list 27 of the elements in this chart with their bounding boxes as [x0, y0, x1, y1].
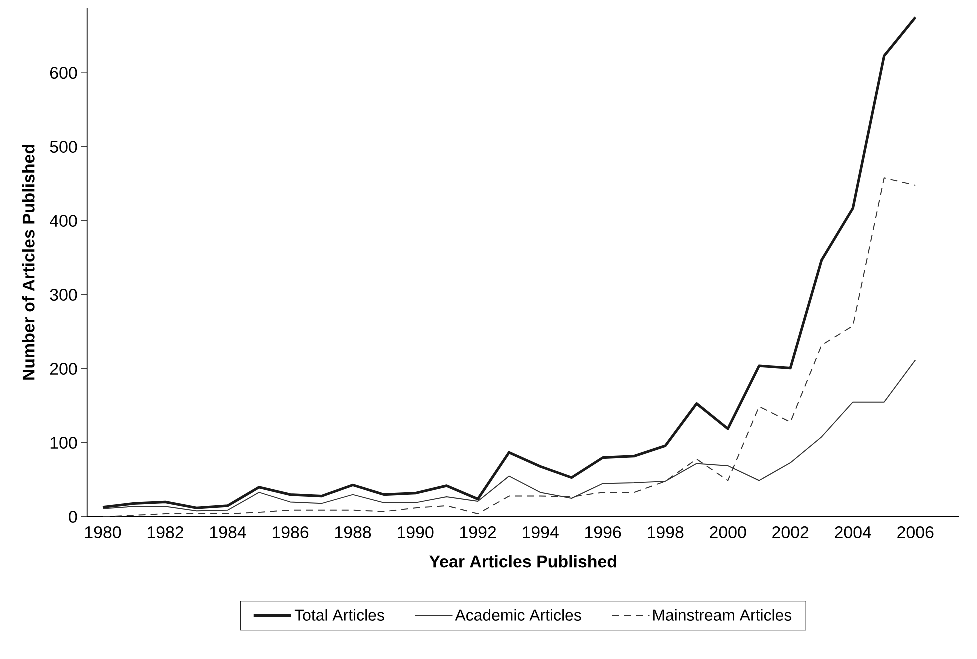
legend-label: Mainstream Articles	[654, 609, 792, 621]
y-tick-label: 400	[50, 215, 78, 228]
line-series	[102, 16, 917, 510]
x-tick-label: 1980	[85, 526, 122, 538]
legend-label: Academic Articles	[455, 609, 582, 621]
y-tick-label: 100	[50, 437, 78, 450]
y-tick-label: 0	[69, 511, 78, 524]
x-tick-label: 2002	[772, 526, 809, 538]
x-tick-label: 2006	[898, 526, 934, 538]
y-tick-label: 500	[50, 141, 78, 154]
x-tick-label: 1982	[148, 526, 184, 538]
x-tick-label: 1988	[335, 526, 372, 538]
x-tick-label: 1996	[586, 526, 622, 538]
y-axis-title: Number of Articles Published	[22, 145, 35, 380]
x-tick-label: 1998	[648, 526, 684, 538]
x-tick-label: 1992	[460, 526, 496, 538]
x-tick-label: 1990	[398, 526, 434, 538]
legend-label: Total Articles	[294, 609, 384, 621]
y-tick-label: 300	[50, 289, 78, 302]
x-axis-title: Year Articles Published	[430, 555, 616, 568]
y-tick-label: 600	[50, 67, 78, 80]
x-tick-label: 1984	[210, 526, 246, 538]
x-tick-label: 1986	[272, 526, 309, 538]
x-tick-label: 2000	[710, 526, 746, 538]
x-tick-label: 1994	[523, 526, 559, 538]
y-tick-label: 200	[50, 363, 78, 376]
x-tick-label: 2004	[835, 526, 872, 538]
